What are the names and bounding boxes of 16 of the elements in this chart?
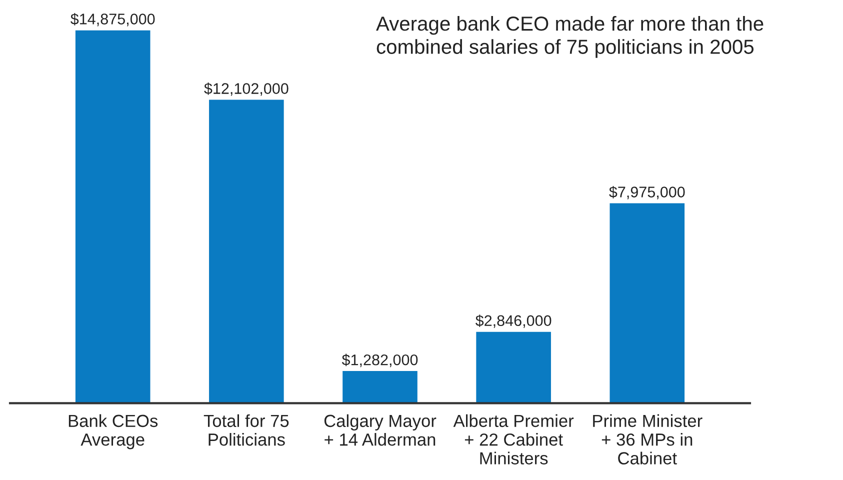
- data-label: $14,875,000: [70, 12, 155, 26]
- chart-title: Average bank CEO made far more than the combined salaries of 75 politicians in 2005: [376, 16, 764, 58]
- x-tick-label: Alberta Premier + 22 Cabinet Ministers: [453, 414, 574, 464]
- bar: [476, 332, 551, 404]
- bar: [209, 100, 284, 404]
- x-tick-label: Prime Minister + 36 MPs in Cabinet: [593, 414, 702, 464]
- x-tick-label: Bank CEOs Average: [68, 414, 158, 450]
- bar: [342, 371, 418, 404]
- data-label: $12,102,000: [204, 82, 288, 96]
- data-label: $7,975,000: [609, 186, 685, 200]
- data-label: $2,846,000: [476, 314, 552, 328]
- x-tick-label: Total for 75 Politicians: [204, 414, 289, 446]
- data-label: $1,282,000: [342, 354, 418, 368]
- bar: [75, 30, 150, 404]
- bar: [610, 203, 685, 404]
- x-tick-label: Calgary Mayor + 14 Alderman: [324, 414, 436, 446]
